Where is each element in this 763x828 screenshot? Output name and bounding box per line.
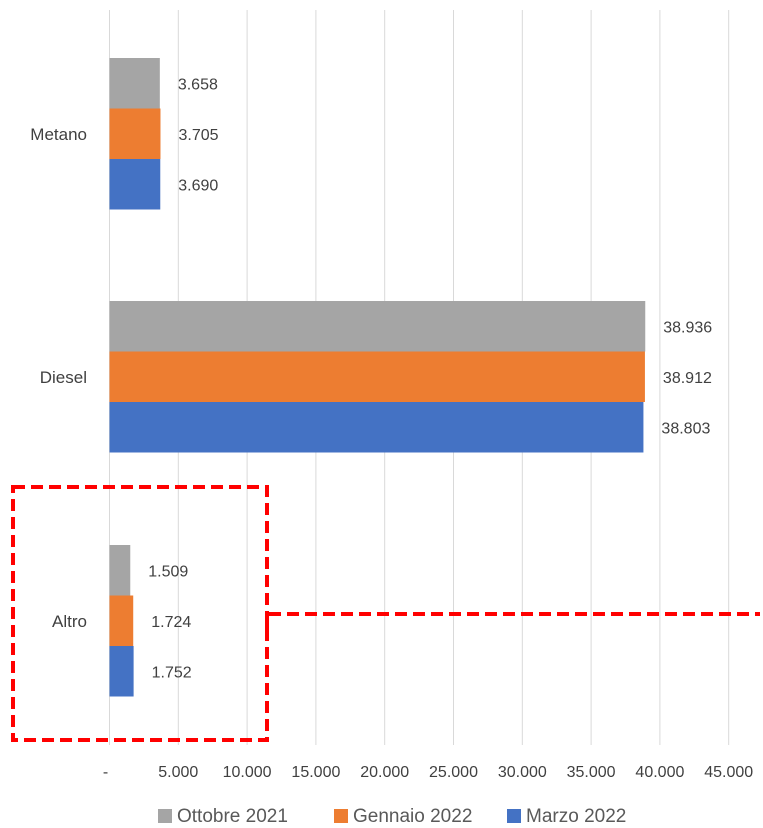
legend-label: Gennaio 2022 <box>353 806 472 827</box>
bar-altro-3 <box>109 646 134 697</box>
x-tick-label: 10.000 <box>223 764 272 781</box>
category-label-metano: Metano <box>30 125 87 144</box>
bar-altro-1 <box>109 545 131 596</box>
highlight-callout-line <box>265 612 760 630</box>
x-tick-label: 20.000 <box>360 764 409 781</box>
category-label-altro: Altro <box>52 612 87 631</box>
bar-metano-3 <box>109 159 161 210</box>
bar-metano-1 <box>109 58 160 109</box>
legend: Ottobre 2021 Gennaio 2022 Marzo 2022 <box>158 806 626 827</box>
x-tick-label: 40.000 <box>635 764 684 781</box>
x-tick-label: 35.000 <box>567 764 616 781</box>
x-axis-tick-labels: - 5.000 10.000 15.000 20.000 25.000 30.000 35.0… <box>103 764 753 781</box>
x-tick-label: 5.000 <box>158 764 198 781</box>
x-tick-label: 15.000 <box>291 764 340 781</box>
x-tick-label: - <box>103 764 108 781</box>
data-label: 38.912 <box>663 370 712 387</box>
legend-label: Ottobre 2021 <box>177 806 288 827</box>
legend-swatch <box>507 809 521 823</box>
x-tick-label: 25.000 <box>429 764 478 781</box>
legend-label: Marzo 2022 <box>526 806 626 827</box>
legend-swatch <box>334 809 348 823</box>
bar-metano-2 <box>109 108 161 159</box>
data-label: 3.705 <box>178 127 218 144</box>
bar-altro-2 <box>109 595 134 646</box>
data-label: 3.658 <box>178 76 218 93</box>
data-labels: 3.658 3.705 3.690 38.936 38.912 38.803 1.509 1.… <box>148 76 712 681</box>
category-label-diesel: Diesel <box>40 368 87 387</box>
bar-diesel-1 <box>109 301 646 352</box>
bar-diesel-3 <box>109 402 644 453</box>
bar-diesel-2 <box>109 351 645 402</box>
data-label: 1.724 <box>151 614 191 631</box>
highlight-box <box>11 485 269 742</box>
data-label: 3.690 <box>178 177 218 194</box>
data-label: 38.803 <box>661 420 710 437</box>
bars <box>109 58 646 697</box>
x-tick-label: 30.000 <box>498 764 547 781</box>
x-tick-label: 45.000 <box>704 764 753 781</box>
highlight-annotation <box>11 485 760 742</box>
data-label: 1.752 <box>152 664 192 681</box>
data-label: 1.509 <box>148 563 188 580</box>
category-labels: Metano Diesel Altro <box>30 125 87 631</box>
data-label: 38.936 <box>663 319 712 336</box>
legend-swatch <box>158 809 172 823</box>
